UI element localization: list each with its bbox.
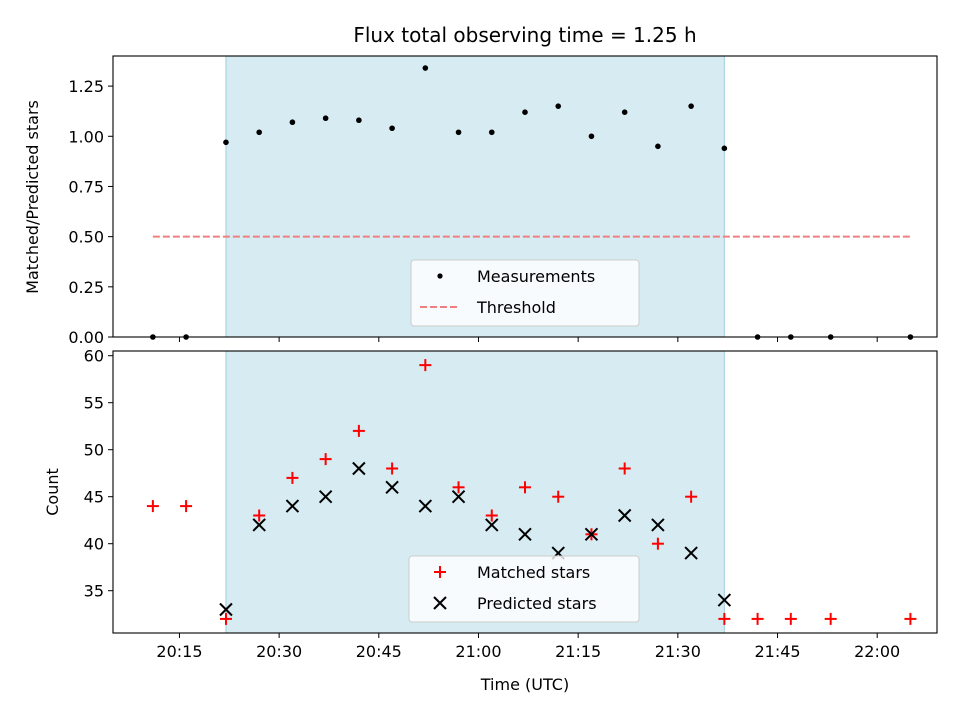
- matched-star-point: [904, 612, 917, 625]
- bottom-axes-frame: [112, 350, 938, 634]
- measurement-point: [356, 117, 362, 124]
- predicted-star-point: [651, 518, 665, 532]
- y-tick-label: 0.00: [68, 328, 104, 347]
- matched-star-point: [352, 424, 365, 437]
- bottom-panel: 35 40 45 50 55 60 20:15 20:30 20:45 21:00 21:15 21…: [43, 347, 938, 694]
- measurement-point: [422, 65, 429, 71]
- matched-star-point: [519, 481, 531, 494]
- legend-predicted-marker: [433, 596, 447, 610]
- measurement-point: [555, 103, 562, 109]
- x-tick-label: 20:45: [356, 642, 402, 661]
- top-legend: Measurements Threshold: [410, 259, 640, 327]
- top-yticks: 0.00 0.25 0.50 0.75 1.00 1.25: [68, 77, 113, 347]
- matched-star-point: [784, 612, 797, 625]
- matched-star-point: [180, 500, 193, 513]
- bottom-legend: Matched stars Predicted stars: [408, 555, 640, 623]
- matched-star-point: [618, 462, 631, 475]
- top-legend-box: [410, 259, 640, 327]
- measurement-point: [256, 129, 262, 136]
- x-tick-label: 21:30: [655, 642, 701, 661]
- y-tick-label: 40: [84, 535, 104, 554]
- measurement-point: [488, 129, 495, 136]
- matched-star-point: [824, 612, 837, 625]
- matched-star-point: [485, 509, 498, 522]
- x-tick-label: 20:15: [156, 642, 202, 661]
- matched-star-point: [319, 453, 332, 466]
- matched-star-point: [651, 537, 664, 550]
- matched-star-point: [219, 612, 232, 625]
- measurement-point: [588, 133, 595, 140]
- predicted-star-point: [285, 499, 300, 513]
- matched-star-point: [253, 509, 266, 522]
- predicted-star-point: [617, 508, 632, 523]
- x-tick-label: 21:00: [455, 642, 501, 661]
- y-tick-label: 1.00: [68, 127, 104, 146]
- measurement-point: [655, 143, 661, 150]
- predicted-star-point: [418, 499, 433, 513]
- matched-star-point: [718, 612, 731, 625]
- legend-matched-label: Matched stars: [477, 563, 590, 582]
- predicted-star-point: [485, 518, 499, 532]
- y-tick-label: 0.75: [68, 177, 104, 196]
- y-tick-label: 50: [84, 441, 104, 460]
- predicted-star-point: [252, 518, 266, 532]
- top-xticks: [178, 337, 878, 342]
- measurement-point: [389, 125, 395, 132]
- y-tick-label: 55: [84, 394, 104, 413]
- x-tick-label: 22:00: [854, 642, 900, 661]
- predicted-star-point: [684, 546, 698, 560]
- legend-matched-marker: [434, 566, 446, 578]
- matched-star-point: [452, 481, 465, 494]
- bottom-yticks: 35 40 45 50 55 60: [84, 347, 113, 601]
- measurement-point: [522, 109, 528, 115]
- matched-star-point: [419, 359, 432, 372]
- bottom-legend-box: [408, 555, 640, 623]
- y-tick-label: 0.50: [68, 228, 104, 247]
- top-panel: 0.00 0.25 0.50 0.75 1.00 1.25 Flux total obse…: [23, 23, 938, 347]
- y-tick-label: 1.25: [68, 77, 104, 96]
- predicted-star-point: [219, 602, 233, 617]
- top-chart-title: Flux total observing time = 1.25 h: [353, 23, 696, 47]
- matched-star-point: [286, 471, 299, 484]
- matched-star-point: [552, 490, 565, 503]
- y-tick-label: 60: [84, 347, 104, 366]
- predicted-star-point: [385, 480, 399, 495]
- y-tick-label: 45: [84, 488, 104, 507]
- bottom-marks: [146, 359, 917, 625]
- x-axis-label: Time (UTC): [480, 675, 569, 694]
- measurement-point: [455, 129, 462, 136]
- matched-star-point: [146, 500, 159, 513]
- measurement-point: [688, 103, 694, 109]
- measurement-point: [621, 109, 628, 115]
- legend-predicted-label: Predicted stars: [477, 594, 597, 613]
- measurement-point: [721, 145, 728, 152]
- x-tick-label: 21:45: [754, 642, 800, 661]
- top-axes-frame: [112, 55, 938, 338]
- predicted-star-point: [318, 489, 333, 504]
- x-tick-label: 20:30: [256, 642, 302, 661]
- predicted-star-point: [518, 527, 532, 542]
- measurement-point: [289, 119, 296, 126]
- predicted-star-point: [352, 461, 366, 476]
- matched-star-point: [751, 612, 764, 625]
- legend-measurements-label: Measurements: [477, 267, 595, 286]
- top-y-axis-label: Matched/Predicted stars: [23, 100, 42, 294]
- measurement-point: [223, 139, 229, 146]
- predicted-star-point: [717, 593, 732, 607]
- bottom-xticks: 20:15 20:30 20:45 21:00 21:15 21:30 21:45 22:00: [156, 633, 900, 661]
- measurement-point: [322, 115, 329, 122]
- predicted-star-point: [451, 489, 466, 504]
- y-tick-label: 35: [84, 582, 104, 601]
- matched-star-point: [386, 462, 399, 475]
- matched-star-point: [685, 490, 698, 503]
- legend-threshold-label: Threshold: [476, 298, 556, 317]
- bottom-y-axis-label: Count: [43, 468, 62, 516]
- y-tick-label: 0.25: [68, 278, 104, 297]
- predicted-star-point: [584, 527, 599, 542]
- legend-measurements-marker: [437, 273, 443, 279]
- x-tick-label: 21:15: [555, 642, 601, 661]
